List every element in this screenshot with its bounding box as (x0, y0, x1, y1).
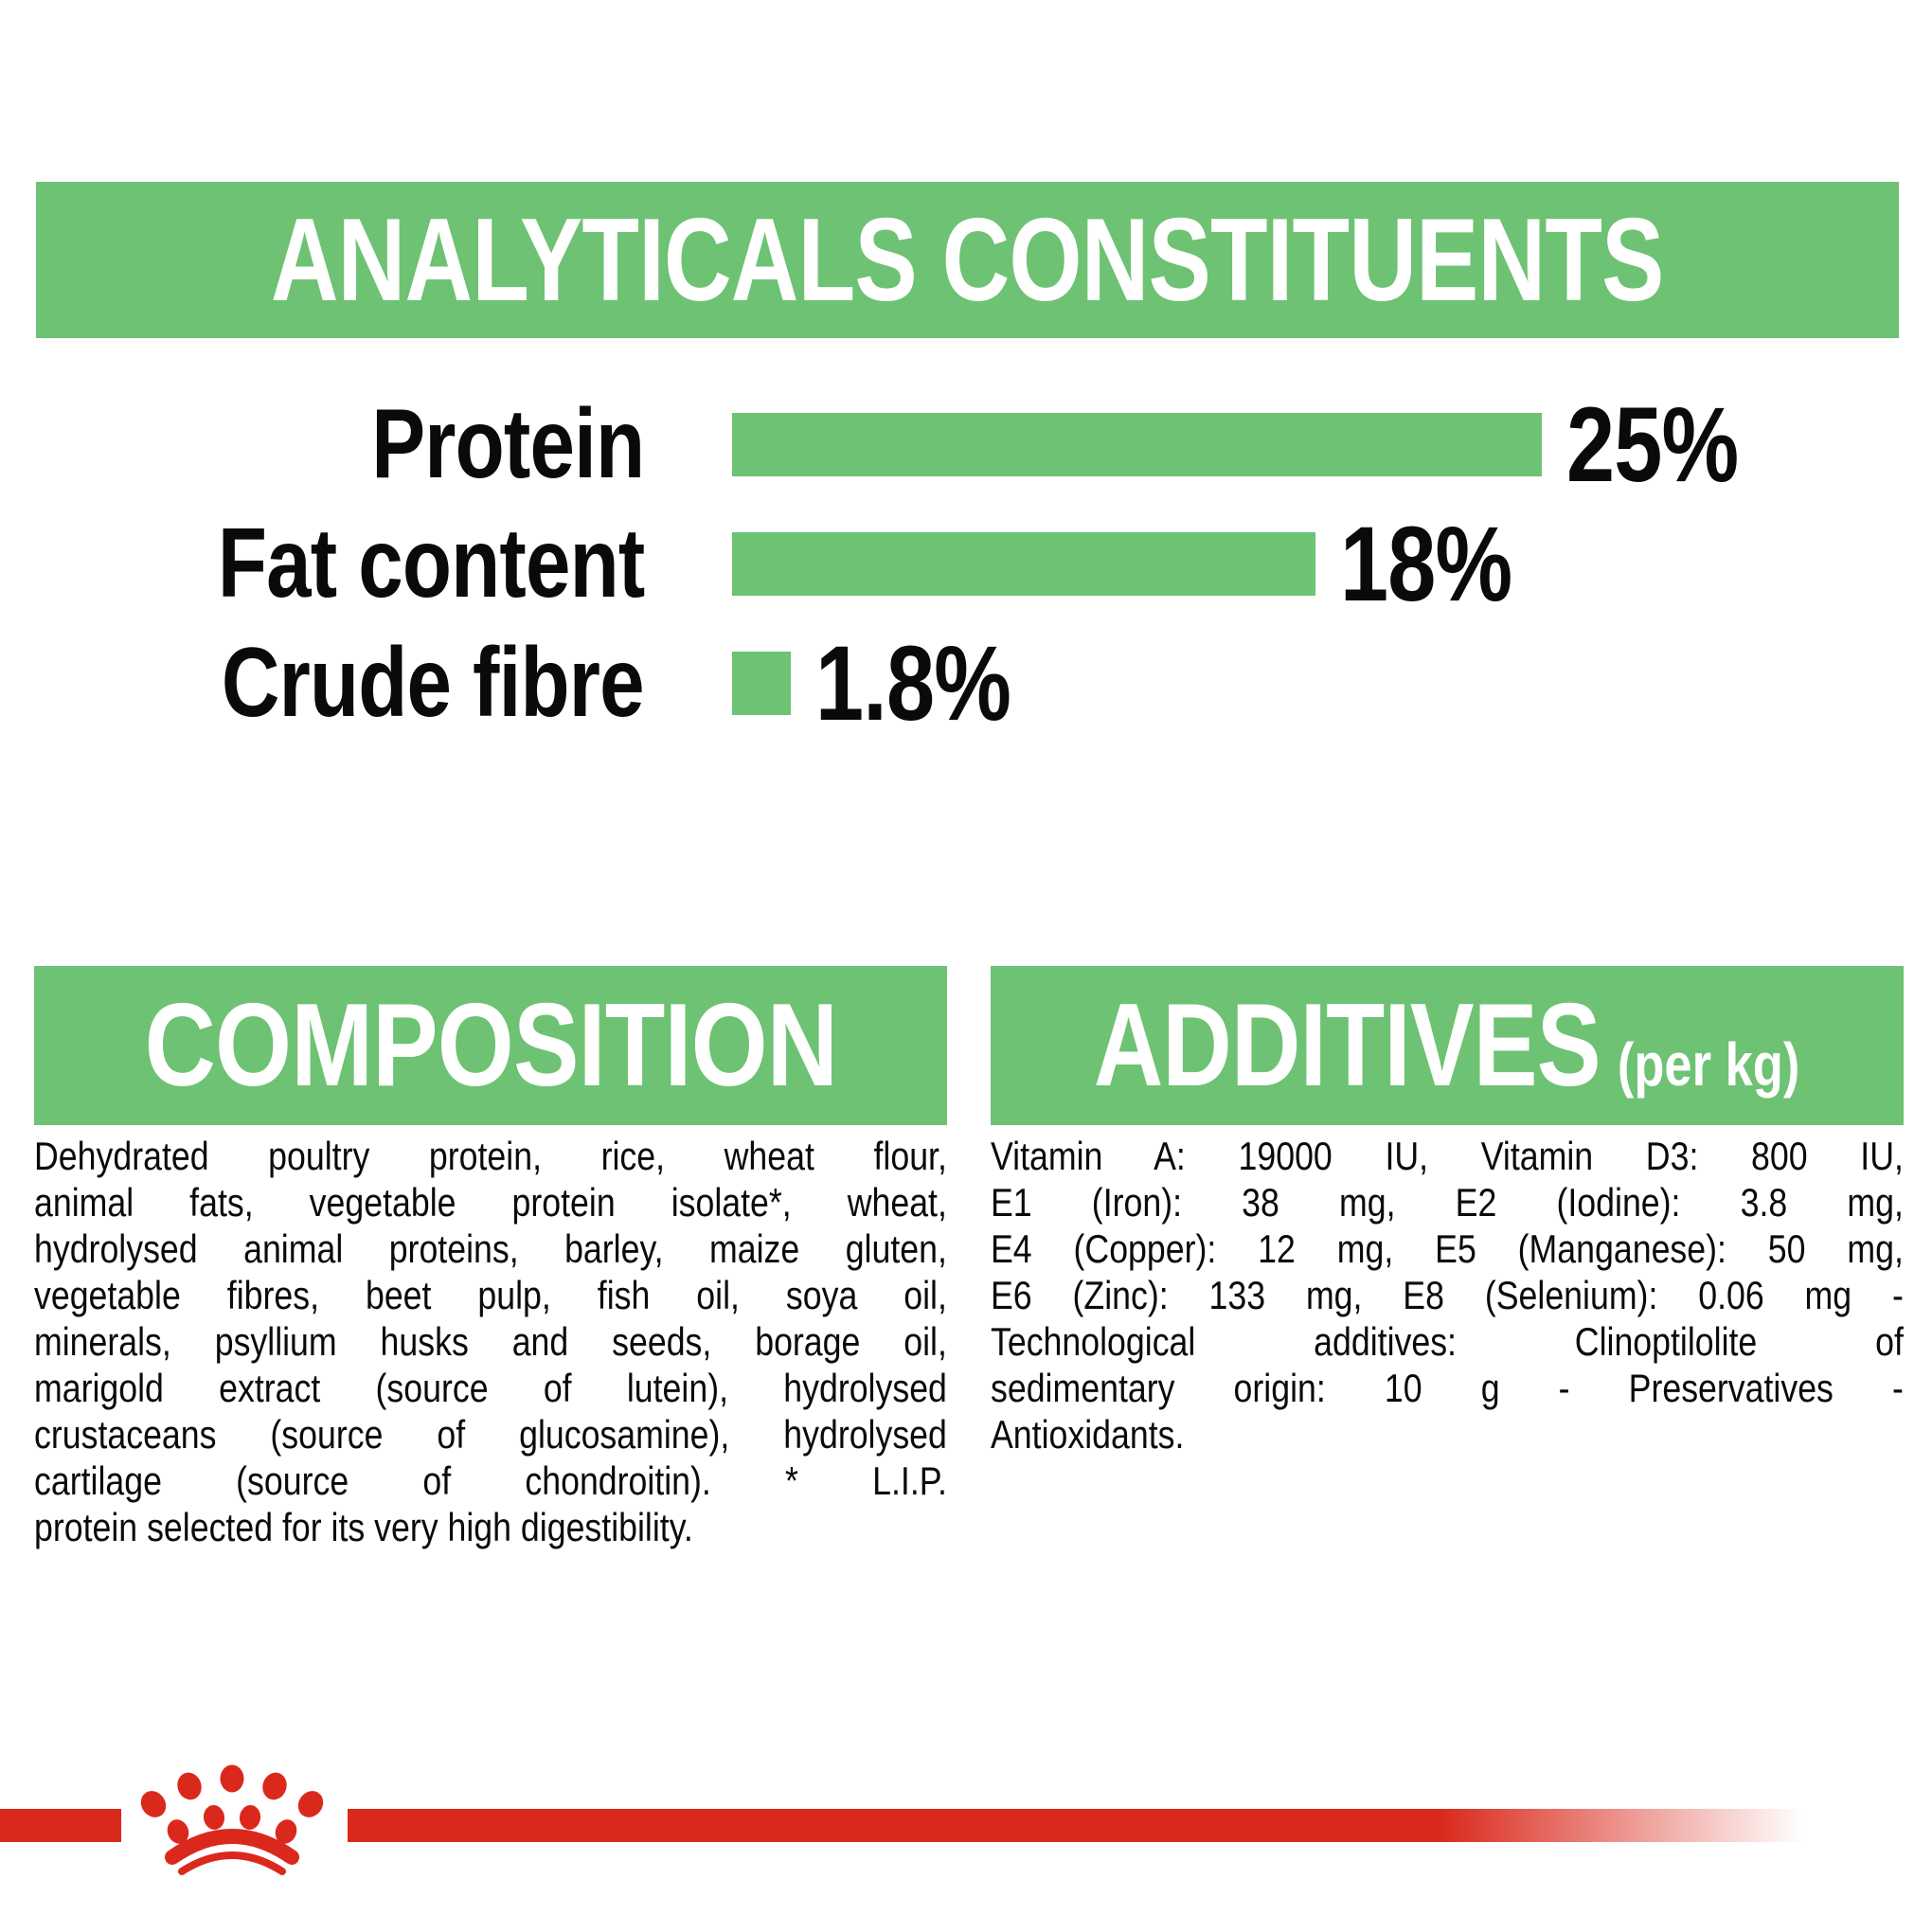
additives-banner: ADDITIVES (per kg) (991, 966, 1904, 1125)
text-line: animal fats, vegetable protein isolate*,… (34, 1180, 947, 1225)
text-line: sedimentary origin: 10 g - Preservatives… (991, 1366, 1904, 1410)
text-line: protein selected for its very high diges… (34, 1505, 693, 1549)
chart-value: 25% (1566, 385, 1739, 504)
analyticals-title: ANALYTICALS CONSTITUENTS (271, 194, 1665, 326)
brand-band-left (0, 1809, 121, 1842)
analyticals-banner: ANALYTICALS CONSTITUENTS (36, 182, 1899, 338)
additives-title: ADDITIVES (1094, 980, 1601, 1111)
text-line: minerals, psyllium husks and seeds, bora… (34, 1319, 947, 1364)
chart-label: Crude fibre (222, 628, 645, 738)
text-line: Dehydrated poultry protein, rice, wheat … (34, 1134, 947, 1178)
royal-canin-crown-logo (140, 1764, 324, 1875)
text-line: Technological additives: Clinoptilolite … (991, 1319, 1904, 1364)
text-line: E4 (Copper): 12 mg, E5 (Manganese): 50 m… (991, 1226, 1904, 1271)
chart-label: Fat content (217, 509, 644, 618)
chart-bar (732, 413, 1542, 476)
text-line: crustaceans (source of glucosamine), hyd… (34, 1412, 947, 1457)
chart-value: 1.8% (814, 624, 1011, 742)
text-line: Vitamin A: 19000 IU, Vitamin D3: 800 IU, (991, 1134, 1904, 1178)
additives-text: Vitamin A: 19000 IU, Vitamin D3: 800 IU,… (991, 1133, 1904, 1458)
chart-row-fibre: Crude fibre 1.8% (0, 624, 1932, 742)
chart-row-protein: Protein 25% (0, 385, 1932, 504)
chart-label: Protein (370, 389, 645, 499)
text-line: vegetable fibres, beet pulp, fish oil, s… (34, 1273, 947, 1317)
composition-banner: COMPOSITION (34, 966, 947, 1125)
brand-band-right (348, 1809, 1804, 1842)
chart-row-fat: Fat content 18% (0, 505, 1932, 623)
additives-title-suffix: (per kg) (1618, 1030, 1800, 1099)
text-line: hydrolysed animal proteins, barley, maiz… (34, 1226, 947, 1271)
additives-title-group: ADDITIVES (per kg) (1094, 978, 1799, 1113)
text-line: E1 (Iron): 38 mg, E2 (Iodine): 3.8 mg, (991, 1180, 1904, 1225)
composition-text: Dehydrated poultry protein, rice, wheat … (34, 1133, 947, 1550)
chart-value: 18% (1339, 505, 1512, 623)
composition-title: COMPOSITION (144, 980, 837, 1111)
text-line: cartilage (source of chondroitin). * L.I… (34, 1458, 947, 1503)
chart-bar (732, 652, 791, 715)
text-line: Antioxidants. (991, 1412, 1185, 1457)
text-line: marigold extract (source of lutein), hyd… (34, 1366, 947, 1410)
text-line: E6 (Zinc): 133 mg, E8 (Selenium): 0.06 m… (991, 1273, 1904, 1317)
chart-bar (732, 532, 1315, 596)
